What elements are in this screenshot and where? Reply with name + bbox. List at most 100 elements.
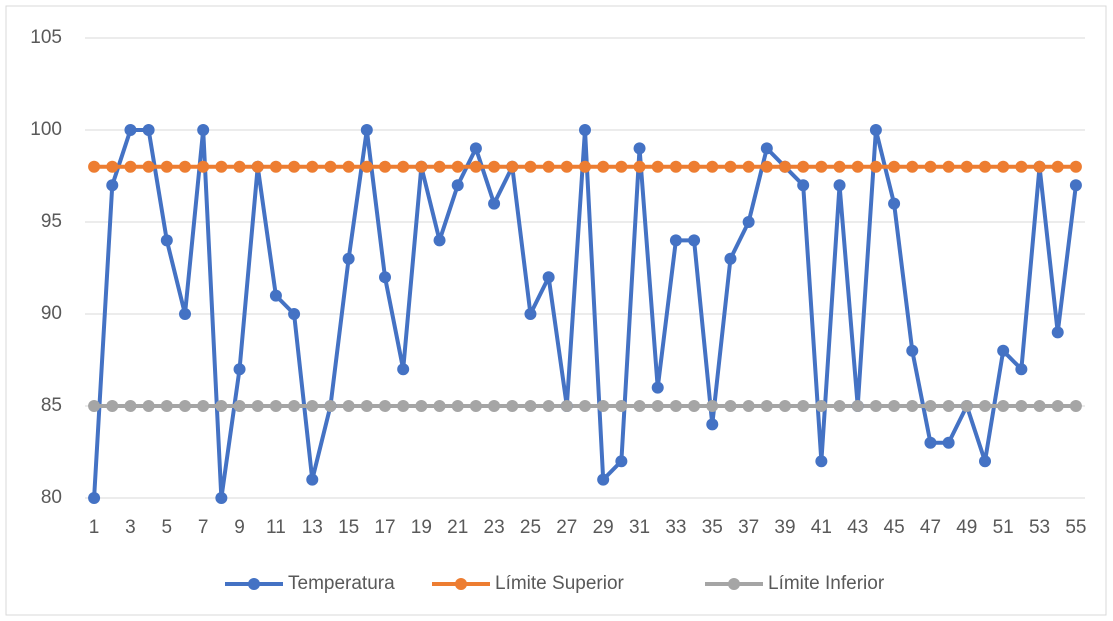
- data-point: [197, 400, 210, 412]
- legend-label: Límite Inferior: [768, 573, 885, 594]
- data-point: [469, 160, 482, 173]
- data-point: [633, 160, 646, 173]
- data-point: [124, 160, 137, 173]
- data-point: [560, 160, 573, 173]
- data-point: [960, 400, 973, 412]
- data-point: [1015, 363, 1028, 376]
- x-tick-label: 49: [956, 517, 977, 538]
- data-point: [379, 271, 391, 284]
- data-point: [88, 492, 101, 504]
- data-point: [706, 418, 719, 431]
- data-point: [833, 179, 846, 192]
- data-point: [724, 160, 737, 173]
- data-point: [942, 436, 955, 449]
- data-point: [579, 124, 591, 136]
- data-point: [488, 160, 501, 173]
- data-point: [233, 363, 246, 376]
- data-point: [124, 400, 137, 412]
- data-point: [324, 160, 337, 173]
- data-point: [997, 160, 1010, 173]
- data-point: [342, 252, 355, 265]
- x-tick-label: 9: [234, 517, 245, 538]
- data-point: [324, 400, 337, 412]
- data-point: [360, 160, 373, 173]
- data-point: [979, 400, 991, 412]
- x-tick-label: 5: [162, 517, 173, 538]
- data-point: [269, 400, 282, 412]
- data-point: [342, 160, 355, 173]
- data-point: [306, 400, 319, 412]
- data-point: [724, 400, 737, 412]
- data-point: [924, 400, 937, 412]
- data-point: [288, 400, 301, 412]
- data-point: [960, 160, 973, 173]
- data-point: [597, 400, 610, 412]
- x-tick-label: 33: [665, 517, 686, 538]
- data-point: [88, 400, 101, 412]
- x-tick-label: 23: [484, 517, 505, 538]
- data-point: [888, 197, 901, 210]
- data-point: [651, 160, 664, 173]
- data-point: [997, 344, 1010, 357]
- x-tick-label: 35: [702, 517, 723, 538]
- x-tick-label: 29: [593, 517, 614, 538]
- data-point: [397, 160, 410, 173]
- data-point: [1033, 160, 1046, 173]
- data-point: [869, 400, 882, 412]
- data-point: [451, 160, 464, 173]
- data-point: [288, 160, 301, 173]
- data-point: [888, 400, 901, 412]
- data-point: [415, 160, 428, 173]
- data-point: [615, 455, 628, 468]
- data-point: [360, 400, 373, 412]
- data-point: [524, 400, 537, 412]
- data-point: [269, 289, 282, 302]
- data-point: [560, 400, 573, 412]
- data-point: [888, 160, 901, 173]
- data-point: [869, 124, 882, 136]
- data-point: [942, 160, 955, 173]
- y-tick-label: 90: [41, 303, 62, 324]
- data-point: [579, 160, 591, 173]
- data-point: [251, 400, 264, 412]
- data-point: [215, 492, 228, 504]
- data-point: [906, 160, 919, 173]
- legend-label: Límite Superior: [495, 573, 625, 594]
- data-point: [142, 160, 155, 173]
- data-point: [906, 400, 919, 412]
- data-point: [906, 344, 919, 357]
- data-point: [815, 455, 828, 468]
- data-point: [669, 234, 682, 247]
- data-point: [488, 197, 501, 210]
- data-point: [669, 400, 682, 412]
- data-point: [997, 400, 1010, 412]
- data-point: [542, 160, 555, 173]
- data-point: [469, 400, 482, 412]
- data-point: [524, 160, 537, 173]
- data-point: [651, 400, 664, 412]
- data-point: [106, 179, 119, 192]
- data-point: [251, 160, 264, 173]
- x-tick-label: 41: [811, 517, 832, 538]
- data-point: [1015, 160, 1028, 173]
- data-point: [106, 160, 119, 173]
- data-point: [742, 216, 755, 228]
- data-point: [142, 400, 155, 412]
- data-point: [215, 400, 228, 412]
- x-tick-label: 43: [847, 517, 868, 538]
- data-point: [306, 160, 319, 173]
- data-point: [542, 400, 555, 412]
- x-tick-label: 25: [520, 517, 541, 538]
- data-point: [742, 400, 755, 412]
- data-point: [179, 400, 191, 412]
- data-point: [433, 234, 446, 247]
- data-point: [397, 400, 410, 412]
- legend-marker: [455, 578, 467, 590]
- data-point: [815, 400, 828, 412]
- data-point: [633, 400, 646, 412]
- x-tick-label: 1: [89, 517, 100, 538]
- data-point: [1069, 400, 1082, 412]
- data-point: [179, 308, 191, 320]
- data-point: [1069, 179, 1082, 192]
